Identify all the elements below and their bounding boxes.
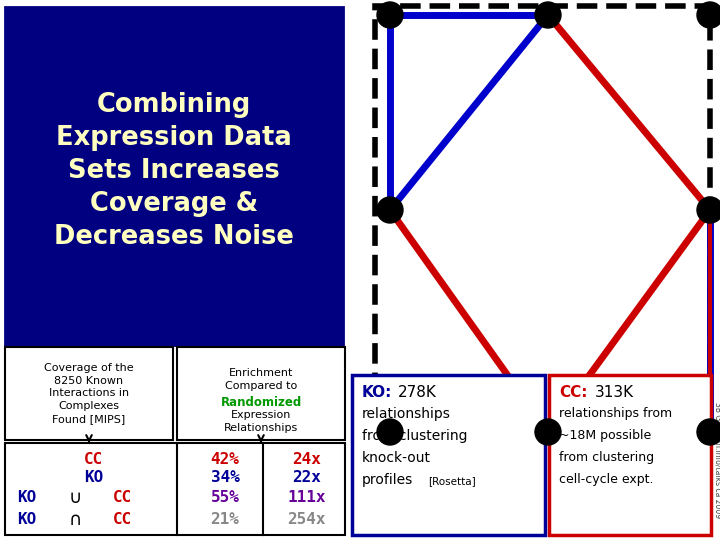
Text: 22x: 22x <box>292 470 321 485</box>
Text: 55%: 55% <box>210 490 240 505</box>
Text: ∪: ∪ <box>68 489 81 507</box>
Circle shape <box>535 419 561 445</box>
Text: from clustering: from clustering <box>362 429 467 443</box>
Text: 313K: 313K <box>595 385 634 400</box>
Text: 24x: 24x <box>292 453 321 468</box>
Text: Enrichment
Compared to: Enrichment Compared to <box>225 368 297 391</box>
Circle shape <box>697 2 720 28</box>
Text: relationships from: relationships from <box>559 407 672 420</box>
Text: ∩: ∩ <box>68 511 81 529</box>
Text: CC: CC <box>113 512 132 528</box>
Bar <box>5 443 345 535</box>
Bar <box>549 375 711 535</box>
Text: CC: CC <box>113 490 132 505</box>
Text: 3B Gerstein.info/talks ca 2009: 3B Gerstein.info/talks ca 2009 <box>714 402 720 518</box>
Text: [Rosetta]: [Rosetta] <box>428 476 476 486</box>
Bar <box>352 375 545 535</box>
Text: KO: KO <box>84 470 103 485</box>
Text: 278K: 278K <box>398 385 437 400</box>
Text: KO:: KO: <box>362 385 392 400</box>
Text: ~18M possible: ~18M possible <box>559 429 652 442</box>
Bar <box>5 347 173 440</box>
Bar <box>5 7 343 345</box>
Text: KO: KO <box>17 512 37 528</box>
Text: 21%: 21% <box>210 512 240 528</box>
Text: CC: CC <box>84 453 103 468</box>
Text: 254x: 254x <box>287 512 325 528</box>
Text: Randomized: Randomized <box>220 396 302 409</box>
Text: from clustering: from clustering <box>559 451 654 464</box>
Bar <box>375 6 710 530</box>
Text: KO: KO <box>17 490 37 505</box>
Text: relationships: relationships <box>362 407 451 421</box>
Circle shape <box>697 197 720 223</box>
Circle shape <box>535 2 561 28</box>
Circle shape <box>377 197 403 223</box>
Text: CC:: CC: <box>559 385 588 400</box>
Text: profiles: profiles <box>362 473 413 487</box>
Text: 34%: 34% <box>210 470 240 485</box>
Circle shape <box>377 2 403 28</box>
Text: Combining
Expression Data
Sets Increases
Coverage &
Decreases Noise: Combining Expression Data Sets Increases… <box>54 92 294 250</box>
Circle shape <box>377 419 403 445</box>
Text: 42%: 42% <box>210 453 240 468</box>
Text: knock-out: knock-out <box>362 451 431 465</box>
Text: Coverage of the
8250 Known
Interactions in
Complexes
Found [MIPS]: Coverage of the 8250 Known Interactions … <box>44 363 134 424</box>
Circle shape <box>697 419 720 445</box>
Text: Expression
Relationships: Expression Relationships <box>224 410 298 433</box>
Bar <box>177 347 345 440</box>
Text: cell-cycle expt.: cell-cycle expt. <box>559 473 654 486</box>
Text: 111x: 111x <box>287 490 325 505</box>
